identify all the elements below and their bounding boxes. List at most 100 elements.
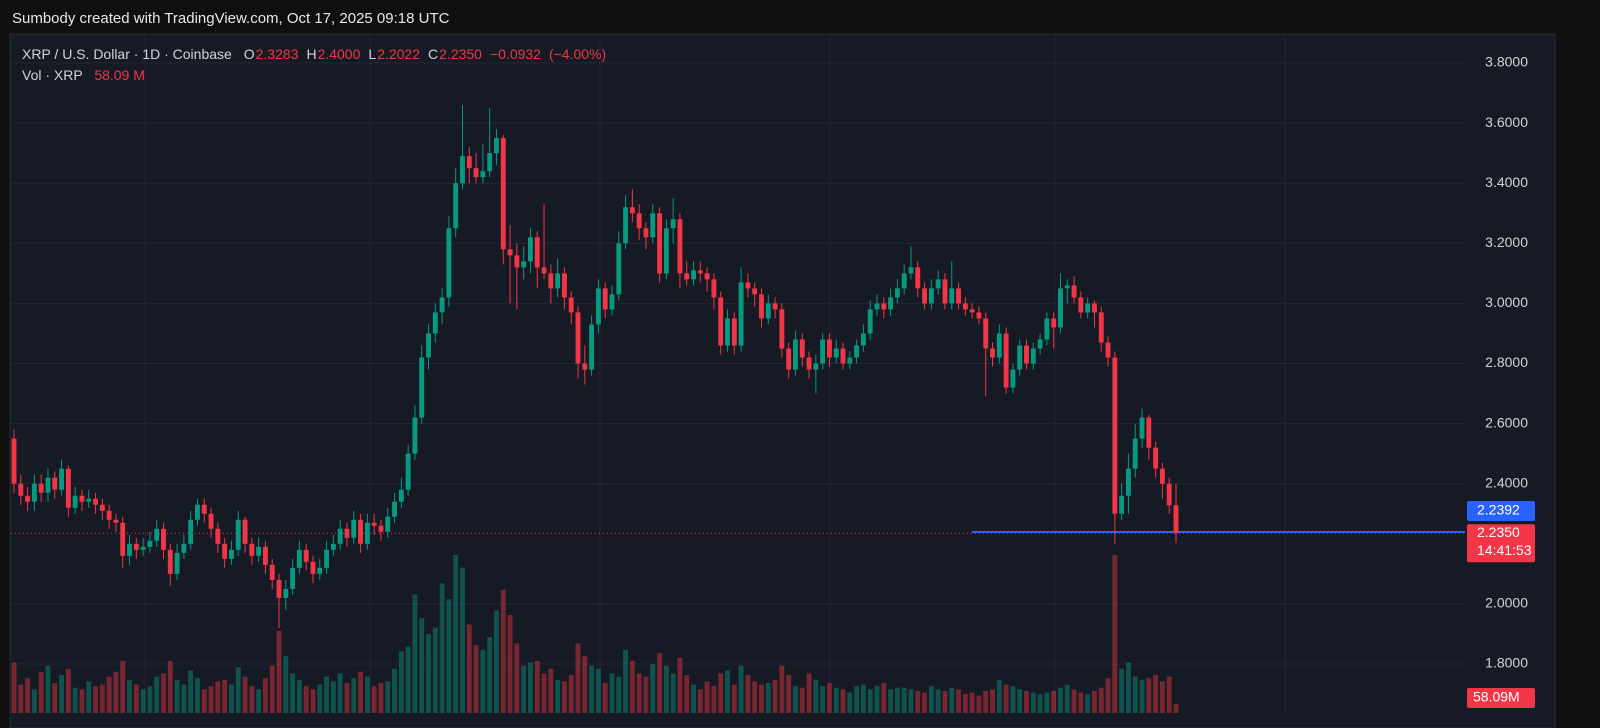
volume-bar	[969, 692, 975, 713]
candle-body	[317, 567, 323, 574]
volume-bar	[541, 673, 547, 713]
volume-bar	[983, 690, 989, 713]
volume-bar	[201, 689, 207, 713]
volume-bar	[154, 676, 160, 713]
volume-bar	[582, 656, 588, 713]
volume-bar	[31, 689, 37, 713]
volume-bar	[663, 665, 669, 713]
volume-bar	[854, 686, 860, 713]
volume-bar	[650, 664, 656, 713]
candle-body	[677, 219, 683, 274]
candle-body	[826, 339, 832, 358]
legend-value: 2.2022	[377, 46, 421, 62]
volume-bar	[262, 678, 268, 713]
volume-bar	[1132, 676, 1138, 713]
volume-bar	[1173, 703, 1179, 713]
candle-body	[358, 519, 364, 544]
candle-body	[976, 312, 982, 319]
volume-bar	[1125, 662, 1131, 713]
volume-bar	[799, 687, 805, 713]
y-tick-label: 3.6000	[1485, 114, 1528, 130]
candle-body	[473, 168, 479, 178]
volume-bar	[568, 675, 574, 713]
candle-body	[922, 288, 928, 304]
price-tag-label: 2.2392	[1477, 502, 1520, 518]
volume-bar	[412, 594, 418, 713]
candle-body	[1051, 318, 1057, 328]
candle-body	[1125, 468, 1131, 496]
volume-bar	[25, 678, 31, 713]
candle-body	[1010, 369, 1016, 388]
candle-body	[310, 561, 316, 574]
volume-bar	[643, 676, 649, 713]
candle-body	[888, 297, 894, 310]
volume-bar	[1139, 679, 1145, 713]
candle-body	[908, 267, 914, 274]
candle-body	[507, 249, 513, 256]
candle-body	[996, 333, 1002, 358]
candle-body	[969, 309, 975, 313]
volume-bar	[439, 583, 445, 713]
volume-bar	[45, 665, 51, 713]
volume-bar	[59, 675, 65, 713]
candle-body	[697, 270, 703, 274]
y-tick-label: 3.8000	[1485, 54, 1528, 70]
volume-bar	[460, 567, 465, 713]
candle-body	[983, 318, 989, 349]
volume-bar	[303, 686, 309, 713]
candle-body	[1024, 345, 1029, 364]
volume-bar	[106, 676, 112, 713]
volume-bar	[908, 689, 914, 713]
candle-body	[521, 261, 527, 268]
legend-key: O	[243, 46, 255, 62]
volume-bar	[1003, 684, 1009, 713]
volume-bar	[1078, 692, 1084, 713]
volume-bar	[555, 679, 561, 713]
candle-body	[398, 489, 404, 502]
volume-bar	[888, 689, 894, 713]
volume-bar	[18, 684, 24, 713]
volume-bar	[704, 681, 710, 713]
candle-body	[840, 348, 846, 364]
candle-body	[759, 294, 764, 319]
volume-bar	[1051, 690, 1057, 713]
candle-body	[405, 453, 411, 490]
volume-bar	[1146, 678, 1152, 713]
candle-body	[670, 219, 676, 229]
legend-key: C	[428, 46, 439, 62]
candle-body	[351, 519, 357, 538]
volume-name: Vol · XRP	[22, 67, 83, 83]
candle-body	[494, 138, 499, 154]
volume-bar	[956, 689, 961, 713]
candle-body	[684, 273, 690, 280]
candle-body	[487, 153, 493, 172]
candle-body	[1173, 505, 1179, 534]
candle-body	[45, 477, 51, 493]
candle-body	[480, 171, 486, 178]
candle-body	[222, 543, 228, 559]
candle-body	[738, 282, 744, 346]
volume-bar	[765, 682, 771, 713]
candle-body	[229, 549, 234, 559]
candle-body	[167, 549, 173, 574]
candle-body	[154, 528, 160, 541]
candle-body	[752, 288, 758, 295]
candle-body	[874, 303, 880, 310]
volume-bar	[195, 678, 200, 713]
volume-bar	[446, 599, 452, 713]
volume-bar	[500, 589, 506, 713]
volume-bar	[167, 660, 173, 713]
volume-bar	[942, 690, 948, 713]
candle-body	[324, 549, 330, 568]
volume-bar	[860, 684, 866, 713]
volume-bar	[133, 684, 139, 713]
candle-body	[772, 303, 778, 310]
volume-bar	[514, 643, 520, 713]
candle-body	[1044, 318, 1050, 340]
volume-bar	[1064, 684, 1070, 713]
volume-bar	[840, 689, 846, 713]
candle-body	[133, 543, 139, 550]
volume-bar	[691, 684, 696, 713]
